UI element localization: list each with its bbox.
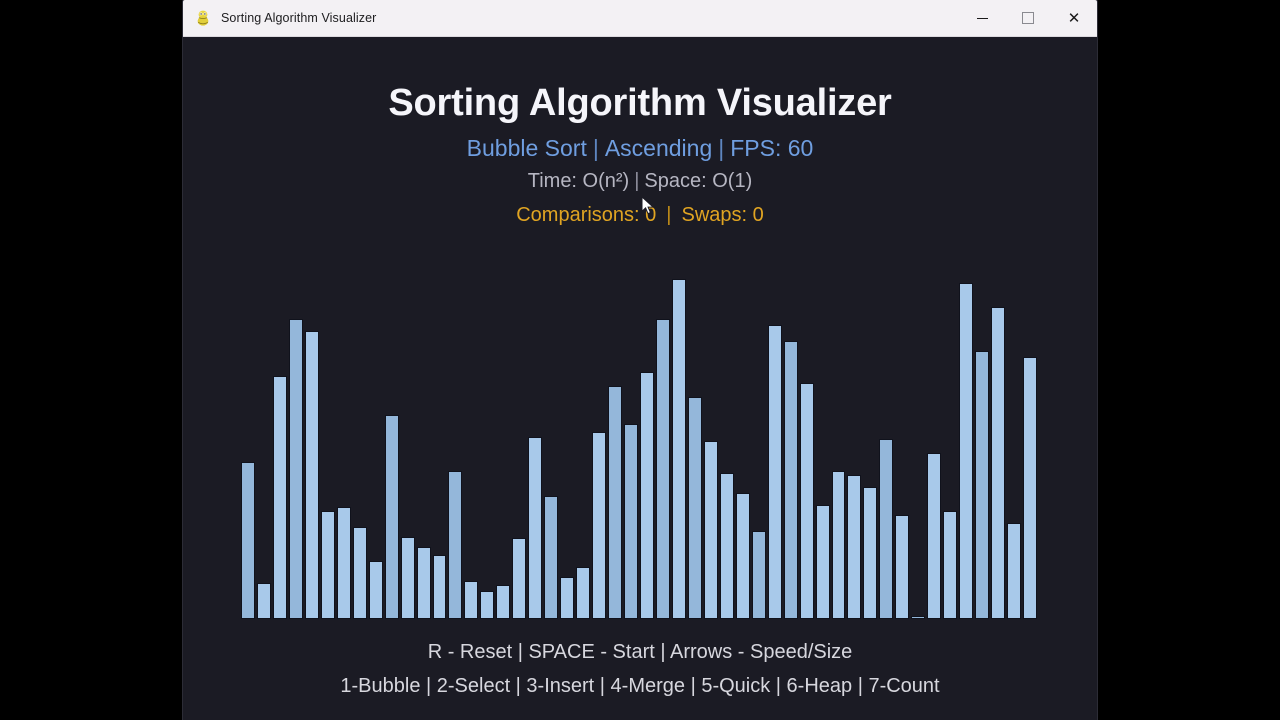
chart-bar bbox=[703, 441, 718, 619]
chart-bar bbox=[847, 475, 862, 619]
app-canvas: Sorting Algorithm Visualizer Bubble Sort… bbox=[183, 37, 1097, 720]
chart-bar bbox=[640, 372, 654, 619]
chart-bar bbox=[671, 279, 686, 619]
window-controls: ✕ bbox=[959, 0, 1097, 36]
complexity-separator: | bbox=[634, 170, 640, 192]
title-bar: Sorting Algorithm Visualizer ✕ bbox=[183, 0, 1097, 37]
chart-bar bbox=[464, 581, 479, 619]
algorithm-label: Bubble Sort bbox=[466, 135, 587, 161]
chart-bar bbox=[480, 591, 495, 619]
chart-bar bbox=[959, 283, 974, 619]
order-label: Ascending bbox=[604, 135, 713, 161]
chart-bar bbox=[512, 538, 527, 619]
chart-bar bbox=[272, 376, 287, 619]
chart-bar bbox=[560, 577, 575, 619]
status-separator-2: | bbox=[718, 135, 725, 161]
chart-bar bbox=[799, 383, 814, 619]
application-window: Sorting Algorithm Visualizer ✕ Sorting A… bbox=[183, 0, 1097, 720]
chart-bar bbox=[544, 496, 559, 619]
chart-bar bbox=[352, 527, 367, 619]
chart-bar bbox=[256, 583, 271, 619]
chart-bar bbox=[448, 471, 463, 619]
window-title: Sorting Algorithm Visualizer bbox=[221, 11, 377, 25]
metrics-line: Comparisons: 0 | Swaps: 0 bbox=[183, 204, 1097, 227]
minimize-button[interactable] bbox=[959, 0, 1005, 36]
python-snake-icon bbox=[194, 9, 212, 27]
page-title: Sorting Algorithm Visualizer bbox=[388, 82, 892, 124]
chart-bar bbox=[336, 507, 351, 619]
fps-label: FPS: 60 bbox=[730, 135, 814, 161]
chart-bar bbox=[304, 331, 319, 619]
chart-bar bbox=[991, 307, 1006, 619]
chart-bar bbox=[655, 319, 670, 619]
chart-bar bbox=[767, 325, 782, 619]
chart-bar bbox=[1023, 357, 1037, 619]
bar-chart bbox=[241, 265, 1039, 619]
complexity-line: Time: O(n²) | Space: O(1) bbox=[183, 170, 1097, 193]
chart-bar bbox=[815, 505, 830, 619]
chart-bar bbox=[592, 432, 607, 619]
chart-bar bbox=[528, 437, 543, 619]
chart-bar bbox=[384, 415, 399, 619]
chart-bar bbox=[496, 585, 511, 619]
close-button[interactable]: ✕ bbox=[1051, 0, 1097, 36]
time-complexity-label: Time: O(n²) bbox=[527, 170, 630, 192]
chart-bar bbox=[400, 537, 415, 619]
swaps-counter: Swaps: 0 bbox=[681, 204, 764, 226]
chart-bar bbox=[751, 531, 766, 619]
chart-bar bbox=[432, 555, 447, 619]
chart-bar bbox=[783, 341, 798, 619]
chart-bar bbox=[831, 471, 846, 619]
help-line-algorithms: 1-Bubble | 2-Select | 3-Insert | 4-Merge… bbox=[340, 675, 940, 697]
minimize-icon bbox=[976, 17, 988, 19]
maximize-icon bbox=[1022, 12, 1034, 24]
comparisons-counter: Comparisons: 0 bbox=[516, 204, 657, 226]
space-complexity-label: Space: O(1) bbox=[644, 170, 753, 192]
chart-bar bbox=[241, 462, 255, 619]
metrics-separator: | bbox=[666, 204, 672, 226]
help-line-controls: R - Reset | SPACE - Start | Arrows - Spe… bbox=[427, 641, 853, 663]
status-line: Bubble Sort | Ascending | FPS: 60 bbox=[183, 135, 1097, 162]
chart-bar bbox=[863, 487, 878, 619]
chart-bar bbox=[943, 511, 958, 619]
chart-bar bbox=[288, 319, 303, 619]
status-separator-1: | bbox=[592, 135, 599, 161]
chart-bar bbox=[895, 515, 910, 619]
chart-bar bbox=[624, 424, 638, 619]
chart-bar bbox=[879, 439, 894, 619]
chart-bar bbox=[927, 453, 942, 619]
chart-bar bbox=[735, 493, 750, 619]
chart-bar bbox=[608, 386, 623, 619]
chart-bar bbox=[911, 616, 926, 619]
maximize-button[interactable] bbox=[1005, 0, 1051, 36]
chart-bar bbox=[1007, 523, 1022, 619]
chart-bar bbox=[687, 397, 702, 619]
chart-bar bbox=[576, 567, 591, 619]
chart-bar bbox=[368, 561, 383, 619]
chart-bar bbox=[719, 473, 734, 619]
chart-bar bbox=[416, 547, 431, 619]
chart-bar bbox=[320, 511, 335, 619]
chart-bar bbox=[975, 351, 990, 619]
close-icon: ✕ bbox=[1067, 9, 1081, 27]
